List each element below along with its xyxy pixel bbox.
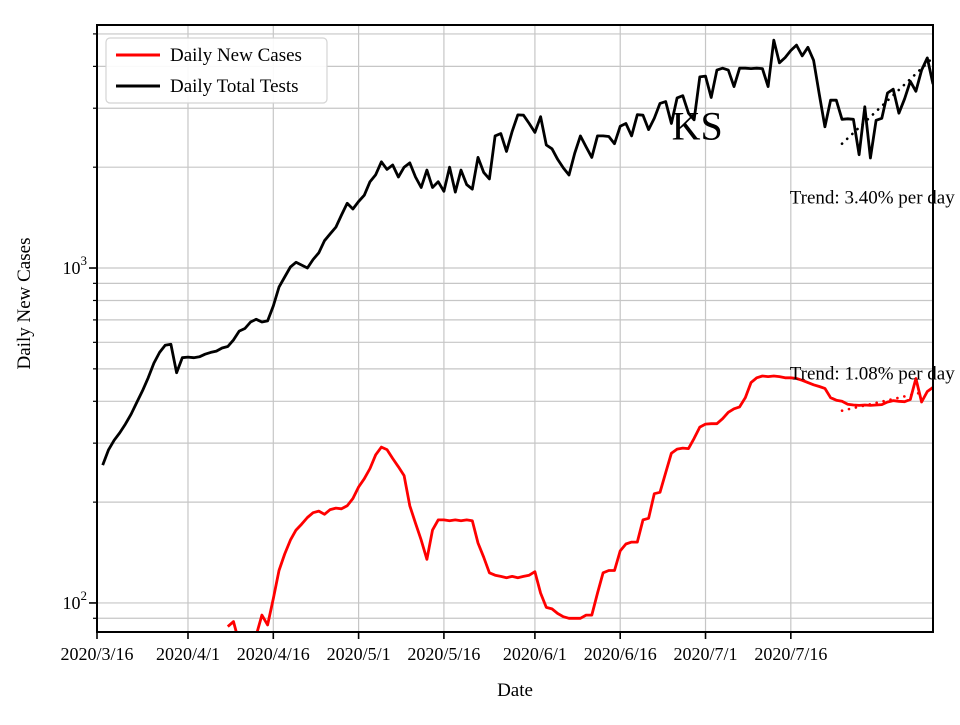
x-axis-tick-label: 2020/6/1 — [503, 644, 567, 664]
y-axis-title: Daily New Cases — [14, 238, 35, 370]
annotation-trend-label: Trend: 1.08% per day — [790, 364, 955, 385]
x-axis-tick-label: 2020/7/1 — [674, 644, 738, 664]
legend: Daily New Cases Daily Total Tests — [105, 37, 328, 104]
axis-frame — [96, 24, 934, 633]
annotation-trend-label: Trend: 3.40% per day — [790, 187, 955, 208]
x-axis-tick-label: 2020/5/1 — [327, 644, 391, 664]
x-axis-tick-label: 2020/6/16 — [584, 644, 657, 664]
x-axis-tick-label: 2020/5/16 — [407, 644, 480, 664]
x-axis-tick-label: 2020/7/16 — [754, 644, 827, 664]
legend-item-label: Daily Total Tests — [170, 76, 299, 97]
trend-dotted-line-daily-total-tests — [840, 56, 933, 146]
y-axis-tick-exponent: 2 — [81, 588, 88, 603]
y-axis-tick-exponent: 3 — [81, 253, 88, 268]
x-axis-title: Date — [497, 680, 533, 701]
legend-box — [105, 37, 328, 104]
series-line-daily-total-tests — [101, 38, 933, 466]
y-axis-tick-label: 103 — [63, 253, 88, 278]
x-axis-tick-label: 2020/4/16 — [237, 644, 310, 664]
x-axis-tick-label: 2020/4/1 — [156, 644, 220, 664]
series-line-daily-new-cases — [226, 374, 933, 632]
y-axis-tick-label: 102 — [63, 588, 88, 613]
trend-dotted-line-daily-new-cases — [840, 391, 923, 412]
annotation-state-label: KS — [672, 103, 723, 148]
legend-item-label: Daily New Cases — [170, 45, 302, 66]
x-axis-tick-label: 2020/3/16 — [60, 644, 133, 664]
